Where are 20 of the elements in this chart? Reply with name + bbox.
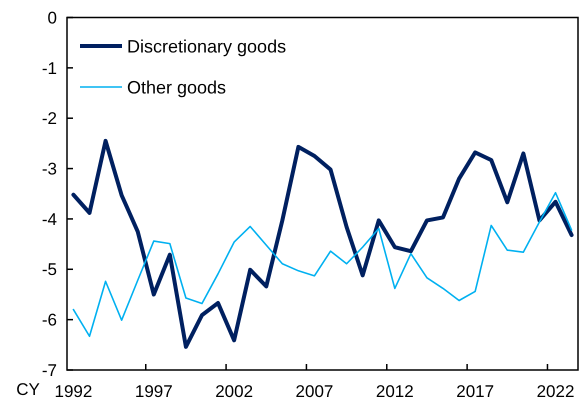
y-tick-label: -1 [42, 58, 57, 78]
x-axis-title: CY [16, 380, 40, 399]
y-tick-label: -6 [42, 310, 57, 330]
x-tick-label: 2012 [376, 382, 414, 401]
legend-label: Other goods [127, 77, 226, 98]
x-tick-label: 1992 [54, 382, 92, 401]
line-series [71, 138, 574, 349]
x-tick-label: 1997 [134, 382, 173, 401]
x-tick-label: 2017 [456, 382, 494, 401]
x-tick-label: 2007 [296, 382, 334, 401]
line-series [72, 192, 572, 338]
y-tick-label: 0 [48, 8, 57, 28]
y-tick-label: -5 [42, 260, 57, 280]
y-tick-label: -2 [42, 109, 57, 128]
y-tick-label: -4 [42, 210, 57, 229]
x-tick-label: 2002 [215, 382, 254, 401]
y-tick-label: -3 [42, 160, 57, 179]
x-tick-label: 2022 [536, 382, 574, 401]
legend-label: Discretionary goods [127, 36, 286, 56]
y-tick-label: -7 [42, 360, 57, 380]
